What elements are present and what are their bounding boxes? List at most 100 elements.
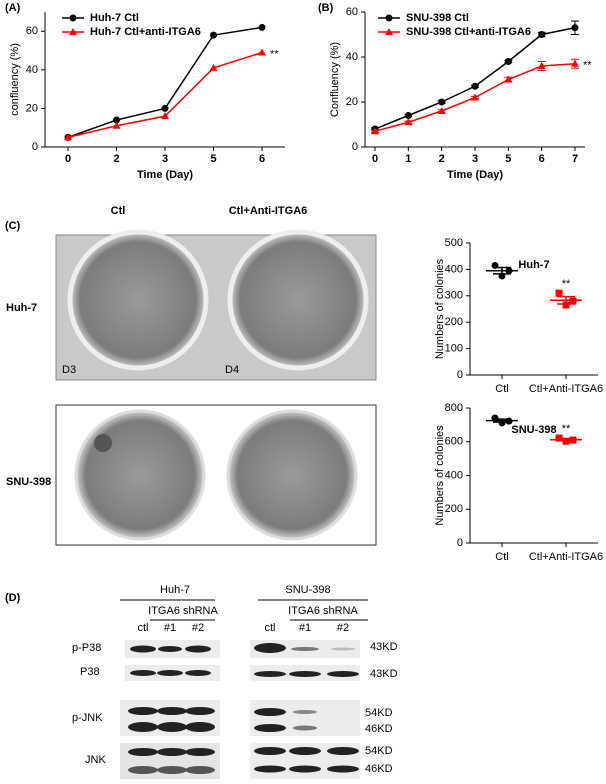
point <box>69 14 77 22</box>
point <box>385 28 393 35</box>
size: 46KD <box>365 763 393 775</box>
y-tick-label: 0 <box>457 537 463 549</box>
panel-label: (D) <box>5 592 21 604</box>
point <box>562 437 570 445</box>
panel-label: (A) <box>5 2 21 14</box>
y-tick-label: 500 <box>445 237 463 249</box>
point <box>505 267 513 275</box>
x-tick-label: 6 <box>539 153 545 165</box>
row-label: SNU-398 <box>6 476 51 488</box>
y-axis-label: confluency (%) <box>9 43 21 116</box>
column-label: Ctl <box>111 205 126 217</box>
colony <box>94 434 112 452</box>
x-tick-label: Ctl+Anti-ITGA6 <box>529 551 603 563</box>
y-tick-label: 400 <box>445 469 463 481</box>
chart-title: SNU-398 <box>511 424 556 436</box>
x-tick-label: 3 <box>472 153 478 165</box>
annotation: ** <box>270 48 279 60</box>
y-tick-label: 0 <box>457 369 463 381</box>
well <box>227 229 369 371</box>
line <box>67 26 263 139</box>
row-label: Huh-7 <box>6 302 37 314</box>
point <box>112 121 121 129</box>
protein: P38 <box>80 666 100 678</box>
point <box>569 436 577 444</box>
point <box>258 48 266 56</box>
x-tick-label: 7 <box>572 153 578 165</box>
x-tick-label: 5 <box>210 153 216 165</box>
y-tick-label: 600 <box>445 436 463 448</box>
x-axis-label: Time (Day) <box>447 169 503 181</box>
point <box>571 24 579 32</box>
y-tick-label: 200 <box>445 503 463 515</box>
blot <box>120 640 360 779</box>
protein: p-P38 <box>72 642 101 654</box>
x-tick-label: Ctl <box>495 383 508 395</box>
x-tick-label: Ctl+Anti-ITGA6 <box>529 383 603 395</box>
well-label: D4 <box>225 364 239 376</box>
point <box>498 419 506 427</box>
x-tick-label: 3 <box>162 153 168 165</box>
x-tick-label: 0 <box>65 153 71 165</box>
x-tick-label: 5 <box>505 153 511 165</box>
chart-title: Huh-7 <box>518 259 549 271</box>
protein: JNK <box>85 754 106 766</box>
y-tick-label: 0 <box>352 141 358 153</box>
point <box>498 272 506 280</box>
y-tick-label: 40 <box>346 51 358 63</box>
lane: #1 <box>164 622 176 634</box>
point <box>210 31 217 39</box>
x-axis-label: Time (Day) <box>137 169 193 181</box>
treatment: ITGA6 shRNA <box>288 605 358 617</box>
point <box>504 58 512 65</box>
point <box>437 107 446 114</box>
point <box>537 62 546 69</box>
y-tick-label: 300 <box>445 290 463 302</box>
y-tick-label: 40 <box>26 64 38 76</box>
line <box>374 27 576 130</box>
x-tick-label: 6 <box>259 153 265 165</box>
y-tick-label: 800 <box>445 402 463 414</box>
size: 43KD <box>370 668 398 680</box>
y-tick-label: 60 <box>346 6 358 18</box>
point <box>471 82 479 90</box>
point <box>404 112 412 119</box>
size: 43KD <box>370 641 398 653</box>
lane: ctl <box>265 622 276 634</box>
point <box>209 63 218 71</box>
y-tick-label: 20 <box>346 96 358 108</box>
protein: p-JNK <box>72 712 103 724</box>
lane: #1 <box>299 622 311 634</box>
point <box>555 289 563 297</box>
cell-line: SNU-398 <box>285 584 330 596</box>
point <box>69 28 77 35</box>
point <box>505 417 513 425</box>
lane: ctl <box>138 622 149 634</box>
point <box>471 93 479 101</box>
legend-label: SNU-398 Ctl <box>406 12 469 24</box>
point <box>113 116 120 124</box>
y-axis-label: Confluency (%) <box>329 42 341 117</box>
point <box>555 434 563 442</box>
well <box>74 409 206 541</box>
point <box>571 59 579 67</box>
point <box>161 112 169 120</box>
y-axis-label: Numbers of colonies <box>434 258 446 359</box>
size: 54KD <box>365 707 393 719</box>
y-axis-label: Numbers of colonies <box>434 425 446 526</box>
point <box>385 14 393 22</box>
y-tick-label: 400 <box>445 263 463 275</box>
size: 54KD <box>365 745 393 757</box>
annotation: ** <box>583 60 592 72</box>
x-tick-label: 2 <box>439 153 445 165</box>
legend-label: Huh-7 Ctl+anti-ITGA6 <box>90 26 201 38</box>
point <box>161 104 169 112</box>
point <box>438 98 446 106</box>
y-tick-label: 100 <box>445 343 463 355</box>
point <box>64 133 72 141</box>
point <box>569 297 577 305</box>
well-label: D3 <box>62 364 76 376</box>
y-tick-label: 0 <box>32 141 38 153</box>
panel-label: (C) <box>5 220 21 232</box>
